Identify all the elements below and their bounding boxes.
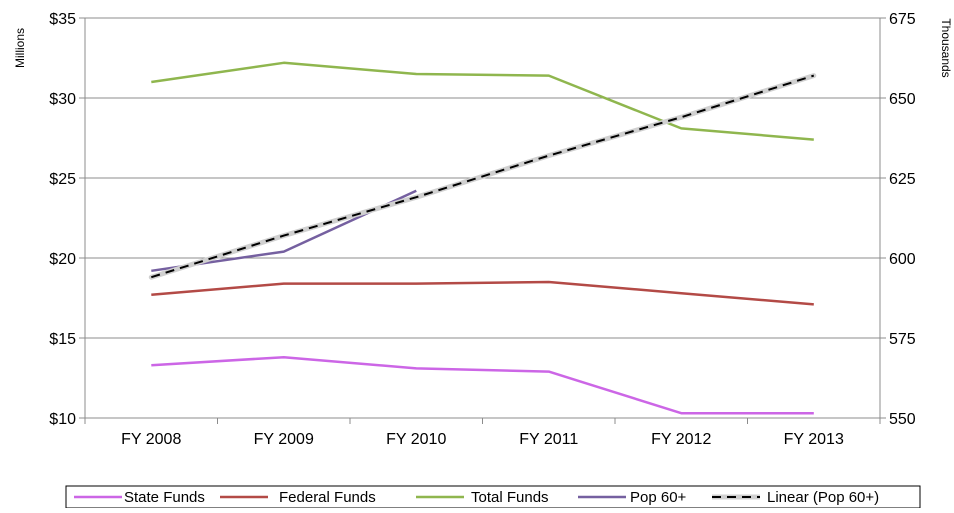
x-tick-label: FY 2010 bbox=[386, 431, 446, 448]
legend-label: Total Funds bbox=[471, 489, 549, 506]
x-tick-label: FY 2011 bbox=[519, 431, 578, 448]
series-lines bbox=[148, 61, 817, 415]
series-line-linear-pop-60 bbox=[151, 74, 815, 279]
series-line-pop-60 bbox=[151, 189, 417, 273]
right-tick-label: 625 bbox=[889, 171, 916, 188]
right-tick-label: 600 bbox=[889, 251, 916, 268]
series-line-total-funds bbox=[151, 61, 814, 141]
x-tick-label: FY 2008 bbox=[121, 431, 181, 448]
right-tick-label: 575 bbox=[889, 331, 916, 348]
x-tick-label: FY 2009 bbox=[254, 431, 314, 448]
left-tick-label: $15 bbox=[49, 331, 76, 348]
right-tick-label: 550 bbox=[889, 411, 916, 428]
right-tick-label: 650 bbox=[889, 91, 916, 108]
left-tick-label: $30 bbox=[49, 91, 76, 108]
legend-label: Federal Funds bbox=[279, 489, 376, 506]
left-axis-title: Millions bbox=[13, 28, 27, 68]
right-tick-label: 675 bbox=[889, 11, 916, 28]
left-tick-label: $10 bbox=[49, 411, 76, 428]
series-line-federal-funds bbox=[151, 280, 814, 306]
left-tick-label: $25 bbox=[49, 171, 76, 188]
x-tick-label: FY 2013 bbox=[784, 431, 844, 448]
left-tick-label: $35 bbox=[49, 11, 76, 28]
series-line-state-funds bbox=[151, 355, 814, 415]
legend-label: State Funds bbox=[124, 489, 205, 506]
axes: Millions Thousands $10 $15 $20 $25 $30 $35 550… bbox=[13, 11, 953, 448]
left-tick-label: $20 bbox=[49, 251, 76, 268]
legend: State Funds Federal Funds Total Funds Pop 6… bbox=[65, 485, 921, 509]
legend-label: Pop 60+ bbox=[630, 489, 687, 506]
x-tick-label: FY 2012 bbox=[651, 431, 711, 448]
right-axis-title: Thousands bbox=[939, 18, 953, 77]
legend-label: Linear (Pop 60+) bbox=[767, 489, 879, 506]
